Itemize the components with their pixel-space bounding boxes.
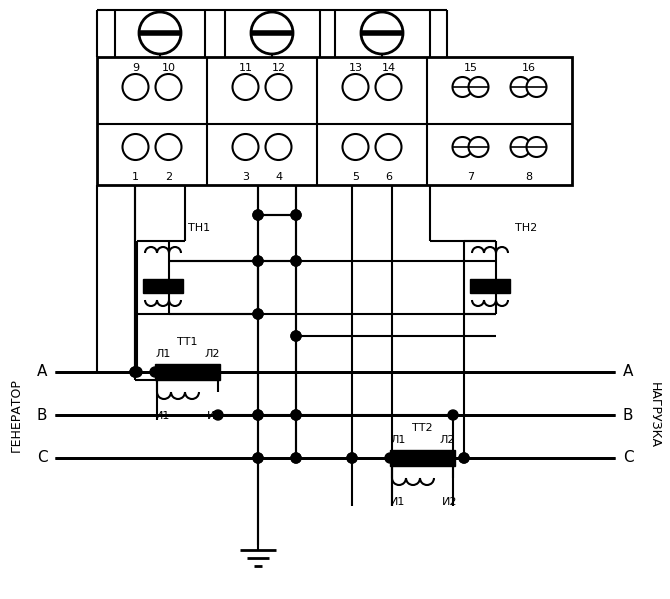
Circle shape [291,410,301,420]
Circle shape [253,210,263,220]
Circle shape [291,210,301,220]
Circle shape [342,74,368,100]
Circle shape [342,134,368,160]
Bar [143,279,183,293]
Circle shape [130,367,140,377]
Text: 1: 1 [132,172,139,182]
Text: A: A [37,365,47,380]
Circle shape [123,74,149,100]
Bar [155,364,220,380]
Circle shape [155,134,182,160]
Text: ТТ2: ТТ2 [411,423,432,433]
Text: НАГРУЗКА: НАГРУЗКА [647,382,661,448]
Circle shape [253,410,263,420]
Circle shape [232,74,259,100]
Text: 6: 6 [385,172,392,182]
Circle shape [468,137,488,157]
Bar [97,57,572,185]
Text: ТТ1: ТТ1 [177,337,197,347]
Circle shape [347,453,357,463]
Circle shape [291,210,301,220]
Circle shape [253,410,263,420]
Text: 8: 8 [525,172,532,182]
Circle shape [452,137,472,157]
Text: 13: 13 [348,63,362,73]
Text: Л2: Л2 [440,435,455,445]
Text: 11: 11 [239,63,253,73]
Bar [390,450,455,466]
Text: C: C [622,450,633,465]
Circle shape [527,137,547,157]
Text: 9: 9 [132,63,139,73]
Text: 5: 5 [352,172,359,182]
Text: Л1: Л1 [155,349,171,359]
Circle shape [150,367,160,377]
Circle shape [251,12,293,54]
Text: A: A [623,365,633,380]
Circle shape [139,12,181,54]
Circle shape [361,12,403,54]
Text: ТН1: ТН1 [188,223,210,233]
Circle shape [291,453,301,463]
Text: 2: 2 [165,172,172,182]
Circle shape [291,331,301,341]
Circle shape [253,256,263,266]
Circle shape [253,256,263,266]
Text: И1: И1 [155,411,171,421]
Circle shape [253,210,263,220]
Text: 4: 4 [275,172,282,182]
Circle shape [253,453,263,463]
Circle shape [291,256,301,266]
Circle shape [265,134,291,160]
Circle shape [232,134,259,160]
Text: ГЕНЕРАТОР: ГЕНЕРАТОР [9,378,23,452]
Text: 7: 7 [467,172,474,182]
Circle shape [130,367,140,377]
Text: 3: 3 [242,172,249,182]
Circle shape [385,453,395,463]
Circle shape [459,453,469,463]
Text: B: B [622,407,633,422]
Circle shape [347,453,357,463]
Circle shape [253,309,263,319]
Text: И2: И2 [207,411,222,421]
Circle shape [291,410,301,420]
Text: И1: И1 [391,497,406,507]
Bar [470,279,510,293]
Text: 10: 10 [161,63,176,73]
Circle shape [155,74,182,100]
Text: ТН2: ТН2 [515,223,537,233]
Text: Л1: Л1 [391,435,406,445]
Text: Л2: Л2 [204,349,220,359]
Text: 12: 12 [271,63,285,73]
Circle shape [511,137,531,157]
Text: 16: 16 [521,63,535,73]
Circle shape [123,134,149,160]
Text: B: B [37,407,48,422]
Circle shape [511,77,531,97]
Circle shape [459,453,469,463]
Circle shape [291,331,301,341]
Circle shape [253,453,263,463]
Circle shape [375,134,401,160]
Circle shape [213,410,223,420]
Circle shape [253,309,263,319]
Text: 14: 14 [381,63,395,73]
Circle shape [291,256,301,266]
Circle shape [448,410,458,420]
Text: 15: 15 [464,63,478,73]
Circle shape [132,367,142,377]
Text: C: C [37,450,48,465]
Circle shape [468,77,488,97]
Circle shape [375,74,401,100]
Circle shape [291,453,301,463]
Circle shape [265,74,291,100]
Text: И2: И2 [442,497,458,507]
Circle shape [527,77,547,97]
Circle shape [452,77,472,97]
